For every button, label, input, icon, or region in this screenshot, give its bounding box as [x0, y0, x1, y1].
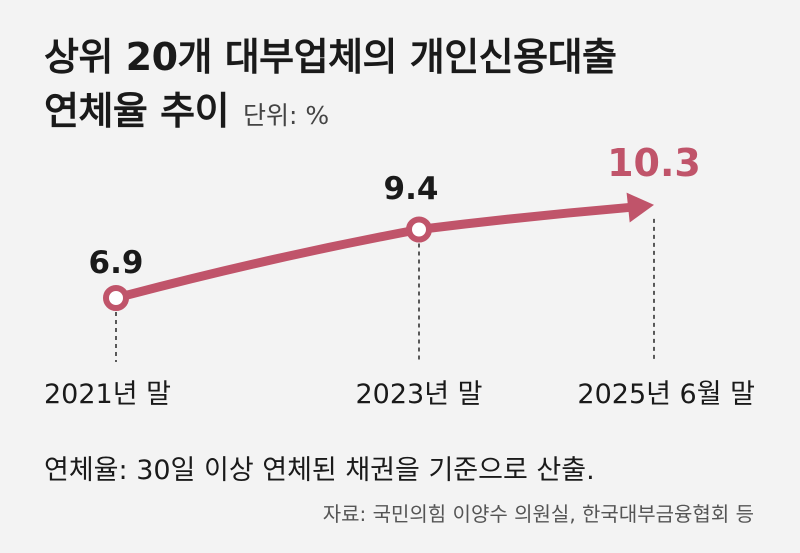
- point-marker-1: [103, 285, 129, 311]
- series-line-group: [111, 203, 633, 303]
- chart-title: 상위 20개 대부업체의 개인신용대출 연체율 추이 단위: %: [44, 30, 617, 143]
- guide-lines: [115, 218, 655, 362]
- x-tick-label-2: 2023년 말: [356, 379, 483, 410]
- data-label-1: 6.9: [89, 245, 144, 281]
- point-marker-2: [406, 216, 432, 243]
- footnote: 연체율: 30일 이상 연체된 채권을 기준으로 산출.: [44, 455, 595, 486]
- title-line-1: 상위 20개 대부업체의 개인신용대출: [44, 35, 617, 79]
- x-tick-label-1: 2021년 말: [44, 379, 171, 410]
- series-line: [111, 203, 633, 303]
- point-markers: [103, 192, 654, 311]
- data-label-3: 10.3: [607, 141, 701, 185]
- data-labels: 6.9 9.4 10.3: [89, 141, 701, 281]
- x-tick-labels: 2021년 말 2023년 말 2025년 6월 말: [44, 379, 755, 410]
- source-note: 자료: 국민의힘 이양수 의원실, 한국대부금융협회 등: [322, 502, 754, 526]
- title-line-2: 연체율 추이: [44, 89, 230, 133]
- arrow-head-marker: [626, 192, 654, 223]
- x-tick-label-3: 2025년 6월 말: [577, 379, 755, 410]
- unit-label: 단위: %: [243, 101, 330, 130]
- data-label-2: 9.4: [384, 171, 439, 207]
